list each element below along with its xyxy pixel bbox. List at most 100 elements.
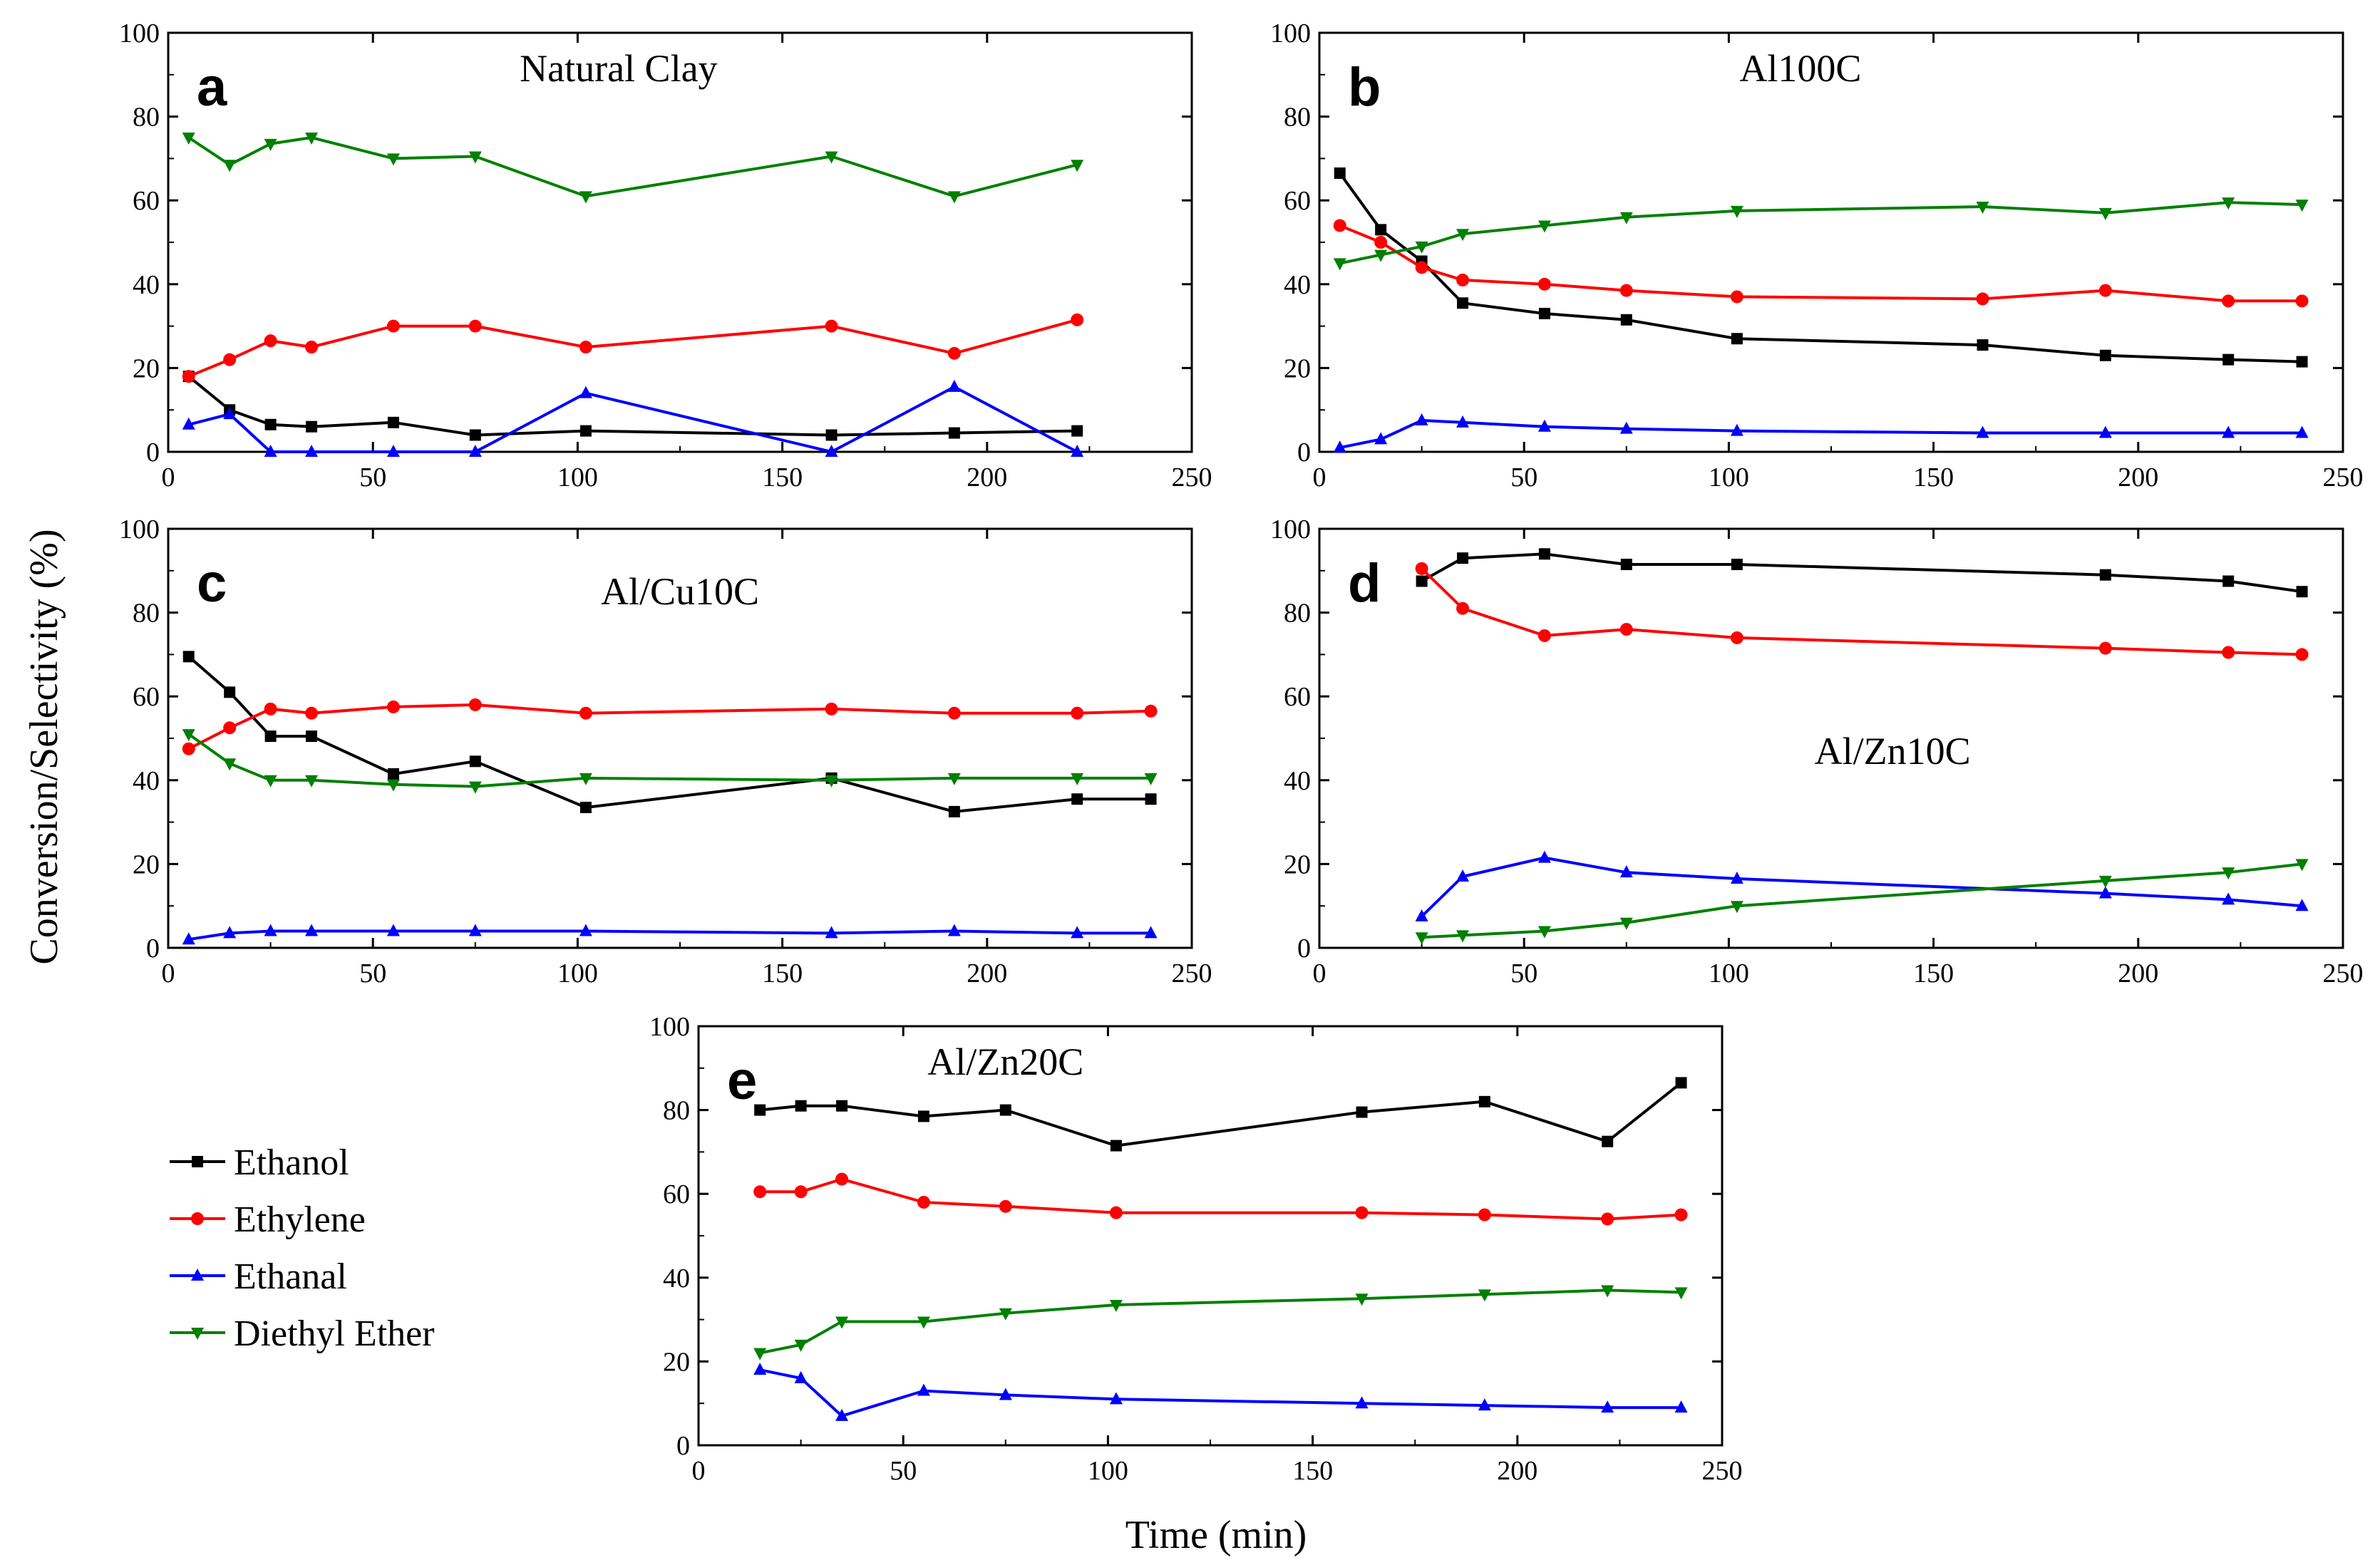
series-diethyl-ether — [1415, 859, 2309, 945]
data-point-ethylene — [2295, 294, 2309, 308]
series-line-ethanal — [759, 1368, 1681, 1417]
series-ethanal — [1415, 850, 2309, 921]
x-tick-label: 50 — [890, 1456, 917, 1486]
data-point-ethanal — [917, 1383, 930, 1396]
y-tick-label: 40 — [663, 1264, 690, 1293]
data-point-ethanal — [835, 1408, 849, 1421]
data-point-ethanal — [1415, 909, 1428, 921]
data-point-diethyl-ether — [2295, 200, 2309, 212]
data-point-ethanol — [1375, 224, 1387, 236]
data-point-diethyl-ether — [468, 151, 482, 164]
data-point-ethylene — [386, 319, 400, 333]
data-point-ethanal — [1537, 850, 1551, 863]
data-point-ethylene — [947, 706, 961, 720]
data-point-diethyl-ether — [1674, 1287, 1688, 1300]
data-point-ethanol — [387, 768, 399, 780]
panel-b: 0 50 100 150 200 250 0 20 40 60 80 100 b Al100C — [1270, 19, 2364, 492]
y-tick-label: 0 — [1297, 934, 1311, 964]
data-point-ethanol — [264, 730, 277, 743]
data-point-ethylene — [794, 1185, 808, 1199]
x-tick-label: 50 — [359, 959, 386, 988]
data-point-ethanol — [795, 1100, 807, 1112]
data-point-ethanol — [1478, 1095, 1490, 1107]
y-tick-label: 20 — [133, 353, 160, 383]
data-point-ethylene — [1601, 1212, 1614, 1226]
y-tick-label: 100 — [119, 19, 160, 48]
legend-entry-ethylene: Ethylene — [170, 1199, 366, 1240]
data-point-ethylene — [264, 702, 277, 716]
data-point-diethyl-ether — [223, 758, 237, 771]
data-point-ethanal — [386, 924, 400, 936]
legend-entry-diethyl-ether: Diethyl Ether — [170, 1313, 435, 1354]
data-point-ethanal — [1619, 421, 1633, 434]
data-point-ethylene — [182, 370, 195, 383]
data-point-ethylene — [1619, 284, 1633, 297]
y-tick-label: 0 — [676, 1431, 690, 1461]
data-point-ethanol — [1334, 167, 1346, 179]
data-point-ethanal — [1537, 419, 1551, 432]
data-point-ethanol — [2099, 349, 2111, 361]
data-point-diethyl-ether — [1071, 773, 1084, 785]
data-point-ethanol — [948, 805, 960, 817]
x-tick-label: 100 — [1709, 463, 1749, 492]
y-tick-label: 20 — [1284, 353, 1311, 383]
panel-title: Al/Zn10C — [1815, 730, 1971, 773]
data-point-ethanol — [1110, 1140, 1122, 1152]
x-tick-label: 0 — [162, 463, 175, 492]
series-line-diethyl-ether — [1421, 862, 2302, 939]
x-tick-label: 100 — [557, 463, 598, 492]
data-point-diethyl-ether — [1355, 1293, 1369, 1306]
data-point-diethyl-ether — [1537, 926, 1551, 939]
x-tick-label: 200 — [2118, 959, 2158, 988]
y-tick-label: 60 — [1284, 186, 1311, 216]
x-tick-label: 0 — [1313, 959, 1326, 988]
data-point-diethyl-ether — [999, 1308, 1012, 1321]
data-point-ethanal — [468, 924, 482, 936]
x-tick-label: 200 — [1497, 1456, 1537, 1486]
data-point-ethanal — [264, 445, 277, 457]
series-ethanal — [182, 379, 1084, 457]
data-point-ethanal — [579, 386, 592, 398]
series-line-ethylene — [760, 1177, 1681, 1221]
data-point-ethanal — [1619, 865, 1633, 878]
data-point-ethylene — [579, 341, 592, 353]
panel-e: 0 50 100 150 200 250 0 20 40 60 80 100 e Al/Zn20C — [649, 1012, 1743, 1486]
x-tick-label: 250 — [1172, 959, 1212, 988]
data-point-ethanal — [999, 1388, 1012, 1400]
data-point-ethanal — [753, 1363, 767, 1375]
data-point-ethylene — [1071, 706, 1084, 720]
data-point-ethanal — [1415, 413, 1428, 425]
data-point-diethyl-ether — [1415, 241, 1428, 254]
data-point-ethanal — [1109, 1392, 1123, 1405]
series-ethylene — [182, 313, 1084, 383]
legend-label: Ethanal — [234, 1256, 347, 1297]
data-point-diethyl-ether — [947, 773, 961, 785]
x-tick-label: 100 — [557, 959, 598, 988]
data-point-ethanol — [2296, 586, 2308, 598]
legend-marker — [191, 1269, 204, 1281]
series-line-ethanol — [759, 1081, 1682, 1147]
x-tick-label: 250 — [2323, 463, 2364, 492]
series-ethylene — [1415, 562, 2309, 661]
data-point-ethylene — [947, 346, 961, 360]
data-point-ethanal — [1355, 1396, 1369, 1409]
data-point-diethyl-ether — [1456, 229, 1470, 242]
data-point-diethyl-ether — [1601, 1285, 1614, 1298]
panel-letter: a — [197, 57, 227, 118]
data-point-ethanal — [1374, 432, 1388, 445]
panel-letter: b — [1348, 57, 1381, 118]
data-point-ethanal — [825, 445, 838, 457]
data-point-ethanol — [948, 427, 960, 439]
data-point-ethylene — [1730, 290, 1743, 304]
data-point-ethylene — [223, 353, 237, 366]
legend-marker — [192, 1156, 203, 1167]
x-tick-label: 150 — [762, 959, 803, 988]
data-point-diethyl-ether — [1619, 212, 1633, 224]
y-tick-label: 80 — [1284, 103, 1311, 133]
data-point-ethylene — [2098, 641, 2112, 655]
data-point-ethylene — [1537, 629, 1551, 642]
data-point-diethyl-ether — [2222, 197, 2235, 210]
data-point-ethylene — [1976, 292, 1989, 306]
y-tick-label: 0 — [146, 438, 160, 468]
data-point-ethanal — [182, 932, 195, 945]
